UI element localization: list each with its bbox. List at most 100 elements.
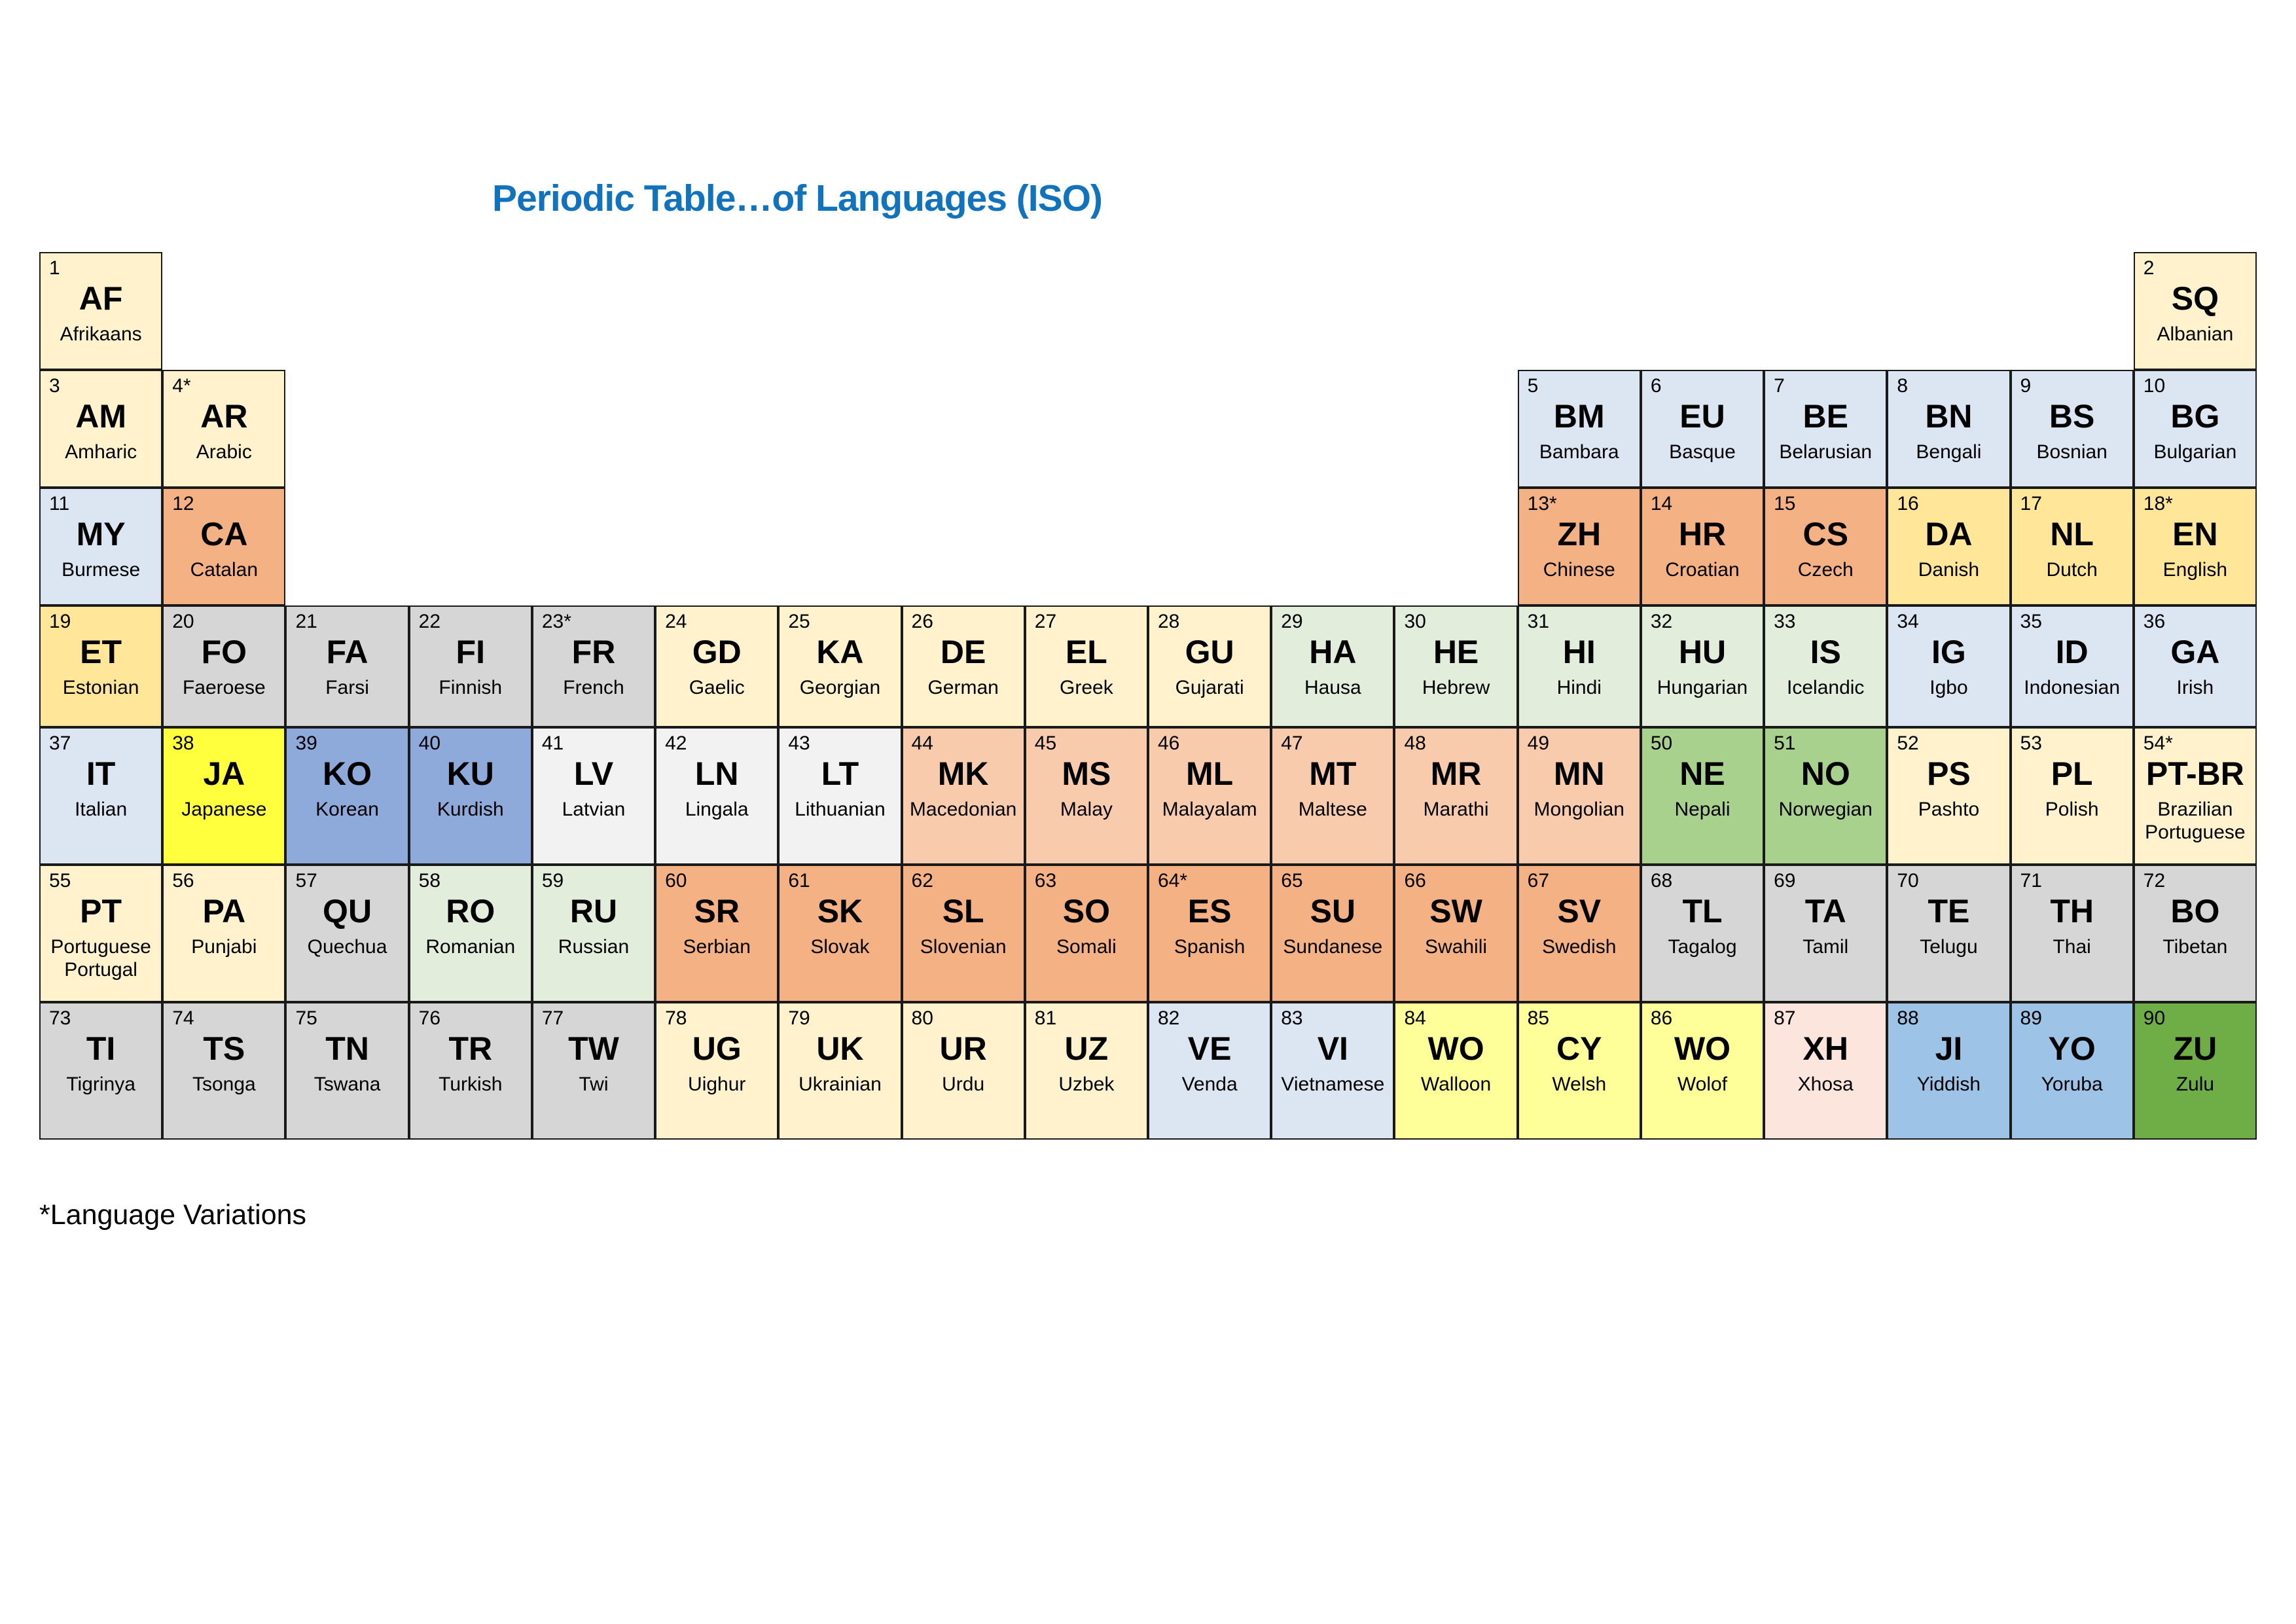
cell-language-name: Xhosa — [1797, 1073, 1854, 1095]
language-cell-finnish: 22 FI Finnish — [408, 605, 532, 727]
cell-language-code: HI — [1562, 633, 1596, 670]
cell-number: 44 — [911, 732, 933, 754]
cell-number: 60 — [665, 870, 687, 892]
cell-language-code: IS — [1810, 633, 1841, 670]
language-cell-icelandic: 33 IS Icelandic — [1764, 605, 1888, 727]
cell-number: 76 — [418, 1007, 441, 1029]
cell-language-code: WO — [1674, 1030, 1731, 1067]
cell-number: 88 — [1897, 1007, 1919, 1029]
language-cell-farsi: 21 FA Farsi — [285, 605, 409, 727]
cell-number: 62 — [911, 870, 933, 892]
language-cell-serbian: 60 SR Serbian — [655, 865, 779, 1002]
language-cell-japanese: 38 JA Japanese — [162, 727, 286, 865]
cell-language-name: Arabic — [196, 441, 252, 463]
cell-language-code: MR — [1430, 755, 1482, 792]
language-cell-burmese: 11 MY Burmese — [39, 488, 163, 605]
language-cell-slovenian: 62 SL Slovenian — [901, 865, 1025, 1002]
cell-number: 77 — [541, 1007, 564, 1029]
cell-number: 39 — [295, 732, 317, 754]
cell-number: 59 — [541, 870, 564, 892]
cell-language-code: WO — [1427, 1030, 1484, 1067]
cell-language-code: KA — [816, 633, 864, 670]
cell-language-name: Malay — [1060, 798, 1113, 820]
cell-language-code: EN — [2172, 515, 2218, 552]
cell-language-code: NE — [1679, 755, 1725, 792]
cell-language-name: Tibetan — [2162, 935, 2228, 958]
cell-language-name: Welsh — [1552, 1073, 1607, 1095]
cell-number: 89 — [2020, 1007, 2042, 1029]
cell-language-name: Spanish — [1174, 935, 1246, 958]
language-cell-turkish: 76 TR Turkish — [408, 1002, 532, 1140]
cell-language-code: YO — [2048, 1030, 2096, 1067]
cell-language-name: Korean — [315, 798, 379, 820]
language-cell-albanian: 2 SQ Albanian — [2133, 252, 2257, 370]
cell-language-name: Mongolian — [1534, 798, 1624, 820]
cell-language-name: Gujarati — [1175, 676, 1244, 698]
language-cell-czech: 15 CS Czech — [1764, 488, 1888, 605]
cell-language-code: VE — [1187, 1030, 1232, 1067]
cell-number: 4* — [172, 375, 191, 397]
cell-language-code: MY — [76, 515, 126, 552]
cell-language-name: Hebrew — [1422, 676, 1490, 698]
cell-number: 11 — [49, 493, 70, 514]
cell-language-name: Czech — [1797, 558, 1854, 581]
cell-language-name: Tagalog — [1668, 935, 1737, 958]
language-cell-romanian: 58 RO Romanian — [408, 865, 532, 1002]
language-cell-tigrinya: 73 TI Tigrinya — [39, 1002, 163, 1140]
language-cell-korean: 39 KO Korean — [285, 727, 409, 865]
cell-number: 55 — [49, 870, 71, 892]
language-cell-russian: 59 RU Russian — [531, 865, 656, 1002]
cell-language-name: Polish — [2045, 798, 2099, 820]
cell-number: 67 — [1527, 870, 1550, 892]
cell-number: 26 — [911, 611, 933, 632]
cell-language-code: GU — [1185, 633, 1234, 670]
language-cell-portuguese-portugal: 55 PT Portuguese Portugal — [39, 865, 163, 1002]
cell-number: 90 — [2143, 1007, 2166, 1029]
cell-language-name: Telugu — [1920, 935, 1978, 958]
language-cell-bosnian: 9 BS Bosnian — [2010, 370, 2134, 488]
cell-number: 5 — [1527, 375, 1539, 397]
language-cell-yoruba: 89 YO Yoruba — [2010, 1002, 2134, 1140]
cell-language-code: EU — [1679, 397, 1725, 435]
cell-language-code: DE — [940, 633, 986, 670]
cell-language-name: Somali — [1056, 935, 1117, 958]
cell-language-name: Basque — [1669, 441, 1736, 463]
language-cell-lithuanian: 43 LT Lithuanian — [778, 727, 902, 865]
language-cell-german: 26 DE German — [901, 605, 1025, 727]
language-cell-bengali: 8 BN Bengali — [1887, 370, 2011, 488]
language-cell-vietnamese: 83 VI Vietnamese — [1271, 1002, 1395, 1140]
cell-number: 31 — [1527, 611, 1550, 632]
cell-number: 78 — [665, 1007, 687, 1029]
cell-language-code: TI — [86, 1030, 116, 1067]
cell-language-name: Malayalam — [1162, 798, 1257, 820]
cell-number: 40 — [418, 732, 441, 754]
cell-language-code: LT — [821, 755, 859, 792]
language-cell-swahili: 66 SW Swahili — [1394, 865, 1518, 1002]
cell-number: 51 — [1774, 732, 1796, 754]
language-cell-mongolian: 49 MN Mongolian — [1517, 727, 1641, 865]
language-cell-french: 23* FR French — [531, 605, 656, 727]
cell-language-name: Portuguese Portugal — [50, 935, 151, 981]
language-cell-hungarian: 32 HU Hungarian — [1640, 605, 1765, 727]
language-cell-italian: 37 IT Italian — [39, 727, 163, 865]
cell-language-name: Norwegian — [1778, 798, 1873, 820]
cell-language-name: German — [927, 676, 999, 698]
language-cell-igbo: 34 IG Igbo — [1887, 605, 2011, 727]
language-cell-kurdish: 40 KU Kurdish — [408, 727, 532, 865]
cell-language-name: Tigrinya — [66, 1073, 135, 1095]
language-cell-danish: 16 DA Danish — [1887, 488, 2011, 605]
language-cell-punjabi: 56 PA Punjabi — [162, 865, 286, 1002]
cell-number: 54* — [2143, 732, 2173, 754]
cell-number: 9 — [2020, 375, 2032, 397]
cell-number: 74 — [172, 1007, 194, 1029]
language-cell-indonesian: 35 ID Indonesian — [2010, 605, 2134, 727]
cell-number: 37 — [49, 732, 71, 754]
language-cell-catalan: 12 CA Catalan — [162, 488, 286, 605]
cell-number: 2 — [2143, 257, 2155, 279]
cell-language-name: Yiddish — [1916, 1073, 1981, 1095]
cell-language-name: French — [563, 676, 624, 698]
cell-language-name: Italian — [75, 798, 128, 820]
cell-number: 87 — [1774, 1007, 1796, 1029]
language-cell-walloon: 84 WO Walloon — [1394, 1002, 1518, 1140]
